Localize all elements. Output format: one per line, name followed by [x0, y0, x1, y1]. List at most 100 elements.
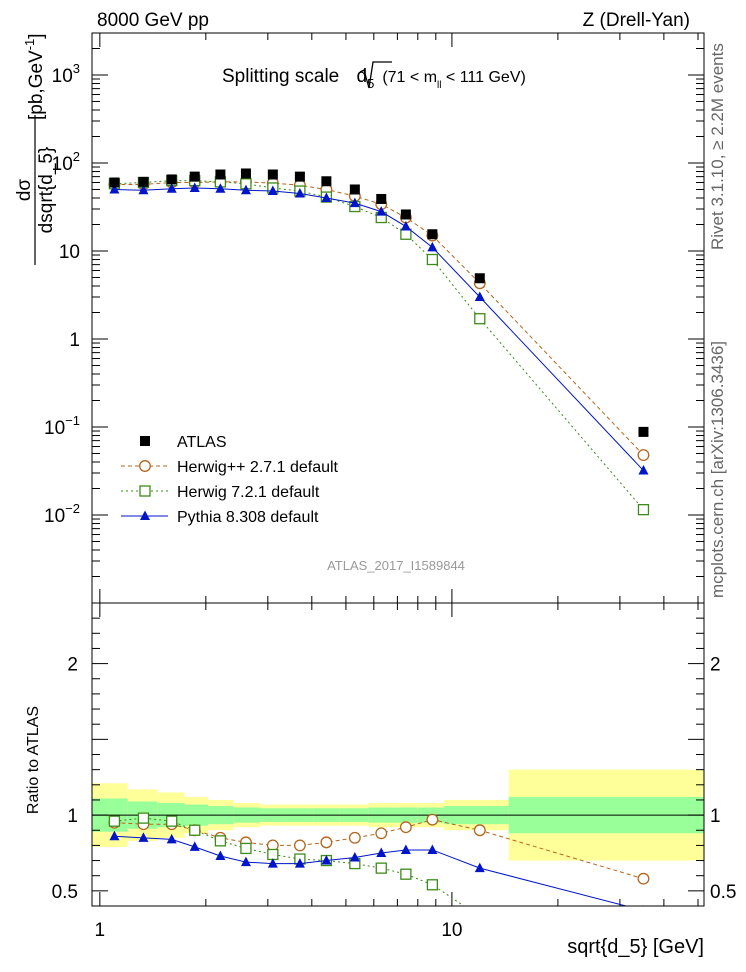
main-point-pythia: [138, 184, 149, 195]
ratio-point-herwig72: [240, 842, 252, 855]
ratio-point-herwig27: [320, 836, 333, 849]
main-point-atlas: [189, 171, 200, 182]
ylabel-units-pre: [pb,GeV: [26, 50, 47, 120]
x-tick-label-1: 10: [441, 920, 462, 941]
main-point-herwig72: [474, 313, 486, 325]
legend-label-herwig72: Herwig 7.2.1 default: [177, 484, 320, 501]
title-prefix: Splitting scale: [222, 66, 339, 87]
main-point-pythia: [638, 465, 649, 475]
main-point-pythia: [427, 241, 438, 252]
y-tick-label-2: 1: [69, 330, 80, 351]
legend-item-herwig72: Herwig 7.2.1 default: [121, 484, 320, 501]
y-tick-label-3: 10: [59, 242, 80, 263]
mcplots-label: mcplots.cern.ch [arXiv:1306.3436]: [708, 341, 727, 598]
ratio-point-herwig27: [426, 813, 439, 826]
main-point-pythia: [267, 185, 278, 196]
analysis-id: ATLAS_2017_I1589844: [327, 558, 465, 573]
ratio-point-herwig27: [293, 839, 306, 852]
main-point-atlas: [321, 176, 332, 187]
tick-labels: 1 10 10−2 10−1 1 10 102 103 0.5 0.5 1 1 2 2: [44, 61, 736, 941]
main-point-pythia: [240, 184, 251, 195]
ratio-point-pythia: [427, 844, 438, 854]
legend-marker-herwig27: [139, 460, 151, 472]
main-point-pythia: [189, 182, 200, 192]
main-point-atlas: [267, 169, 278, 180]
main-point-herwig27: [637, 449, 650, 461]
ratio-y-tick-label-left-0: 0.5: [52, 882, 78, 903]
ratio-point-herwig27: [473, 824, 486, 837]
main-point-atlas: [638, 426, 649, 437]
main-point-pythia: [400, 220, 411, 231]
main-pythia: [109, 182, 649, 475]
ratio-point-pythia: [215, 850, 226, 861]
ratio-point-herwig72: [426, 879, 439, 891]
x-axis-label: sqrt{d_5} [GeV]: [567, 936, 704, 958]
legend: ATLAS Herwig++ 2.7.1 default Herwig 7.2.1 …: [121, 434, 339, 526]
title-var-sub: 5: [367, 76, 374, 91]
ratio-point-herwig27: [637, 872, 650, 885]
ratio-point-herwig72: [108, 815, 121, 827]
ratio-pythia: [109, 830, 644, 906]
main-point-herwig72: [400, 228, 412, 240]
main-point-atlas: [215, 169, 226, 180]
legend-item-atlas: ATLAS: [140, 434, 227, 451]
main-point-atlas: [138, 176, 149, 187]
ratio-point-herwig72: [189, 824, 201, 836]
ratio-point-herwig72: [214, 835, 227, 847]
ratio-point-herwig72: [137, 812, 150, 824]
main-point-herwig72: [426, 253, 439, 266]
ratio-point-herwig27: [399, 821, 412, 834]
main-point-atlas: [109, 177, 120, 188]
legend-label-pythia: Pythia 8.308 default: [177, 509, 319, 526]
ratio-uncertainty-bands: [92, 769, 704, 861]
y-axis-label: dσ dsqrt{d_5} [pb,GeV-1]: [14, 33, 57, 265]
ratio-point-pythia: [166, 833, 177, 844]
legend-marker-pythia: [140, 510, 150, 520]
main-series-layer: [108, 168, 650, 516]
ratio-point-pythia: [189, 841, 200, 851]
main-point-pythia: [321, 192, 332, 203]
ratio-point-herwig27: [375, 827, 388, 840]
main-title: Splitting scale d5 (71 < mll < 111 GeV): [222, 66, 526, 91]
title-range-sub: ll: [437, 80, 441, 91]
legend-marker-herwig72: [139, 485, 151, 497]
header-right: Z (Drell-Yan): [583, 10, 690, 31]
legend-label-herwig27: Herwig++ 2.7.1 default: [177, 459, 339, 476]
main-point-atlas: [474, 273, 485, 284]
legend-item-pythia: Pythia 8.308 default: [121, 509, 319, 526]
ratio-point-pythia: [400, 844, 411, 854]
main-atlas: [109, 168, 649, 437]
ratio-y-tick-label-right-1: 1: [710, 806, 721, 827]
ratio-point-herwig72: [267, 848, 279, 861]
ylabel-units: [pb,GeV-1]: [22, 33, 47, 120]
header-left: 8000 GeV pp: [97, 10, 209, 31]
x-tick-label-0: 1: [95, 920, 106, 941]
main-point-atlas: [349, 184, 360, 195]
main-point-atlas: [240, 168, 251, 179]
main-point-atlas: [376, 193, 387, 204]
y-tick-label-1: 10−1: [44, 413, 80, 439]
main-point-pythia: [349, 197, 360, 208]
main-point-pythia: [215, 183, 226, 193]
ratio-point-herwig72: [375, 862, 387, 874]
y-tick-label-4: 102: [52, 149, 80, 175]
rivet-label: Rivet 3.1.10, ≥ 2.2M events: [708, 43, 727, 250]
ratio-y-tick-label-right-0: 0.5: [710, 882, 736, 903]
main-point-atlas: [400, 209, 411, 220]
ratio-point-herwig27: [348, 831, 361, 844]
title-range-open: (71 < m: [382, 69, 437, 86]
title-var: d: [357, 66, 368, 87]
main-point-pythia: [166, 183, 177, 193]
ratio-point-pythia: [267, 858, 278, 868]
y-tick-label-0: 10−2: [44, 501, 80, 527]
main-point-pythia: [474, 291, 485, 302]
main-point-pythia: [376, 206, 387, 216]
main-point-atlas: [166, 174, 177, 185]
ratio-y-tick-label-left-2: 2: [67, 655, 78, 676]
ratio-frame: [91, 602, 705, 907]
ratio-point-pythia: [240, 856, 251, 867]
legend-item-herwig27: Herwig++ 2.7.1 default: [121, 459, 339, 476]
ratio-series-layer: [108, 812, 650, 906]
sqrt-symbol: [359, 61, 392, 89]
